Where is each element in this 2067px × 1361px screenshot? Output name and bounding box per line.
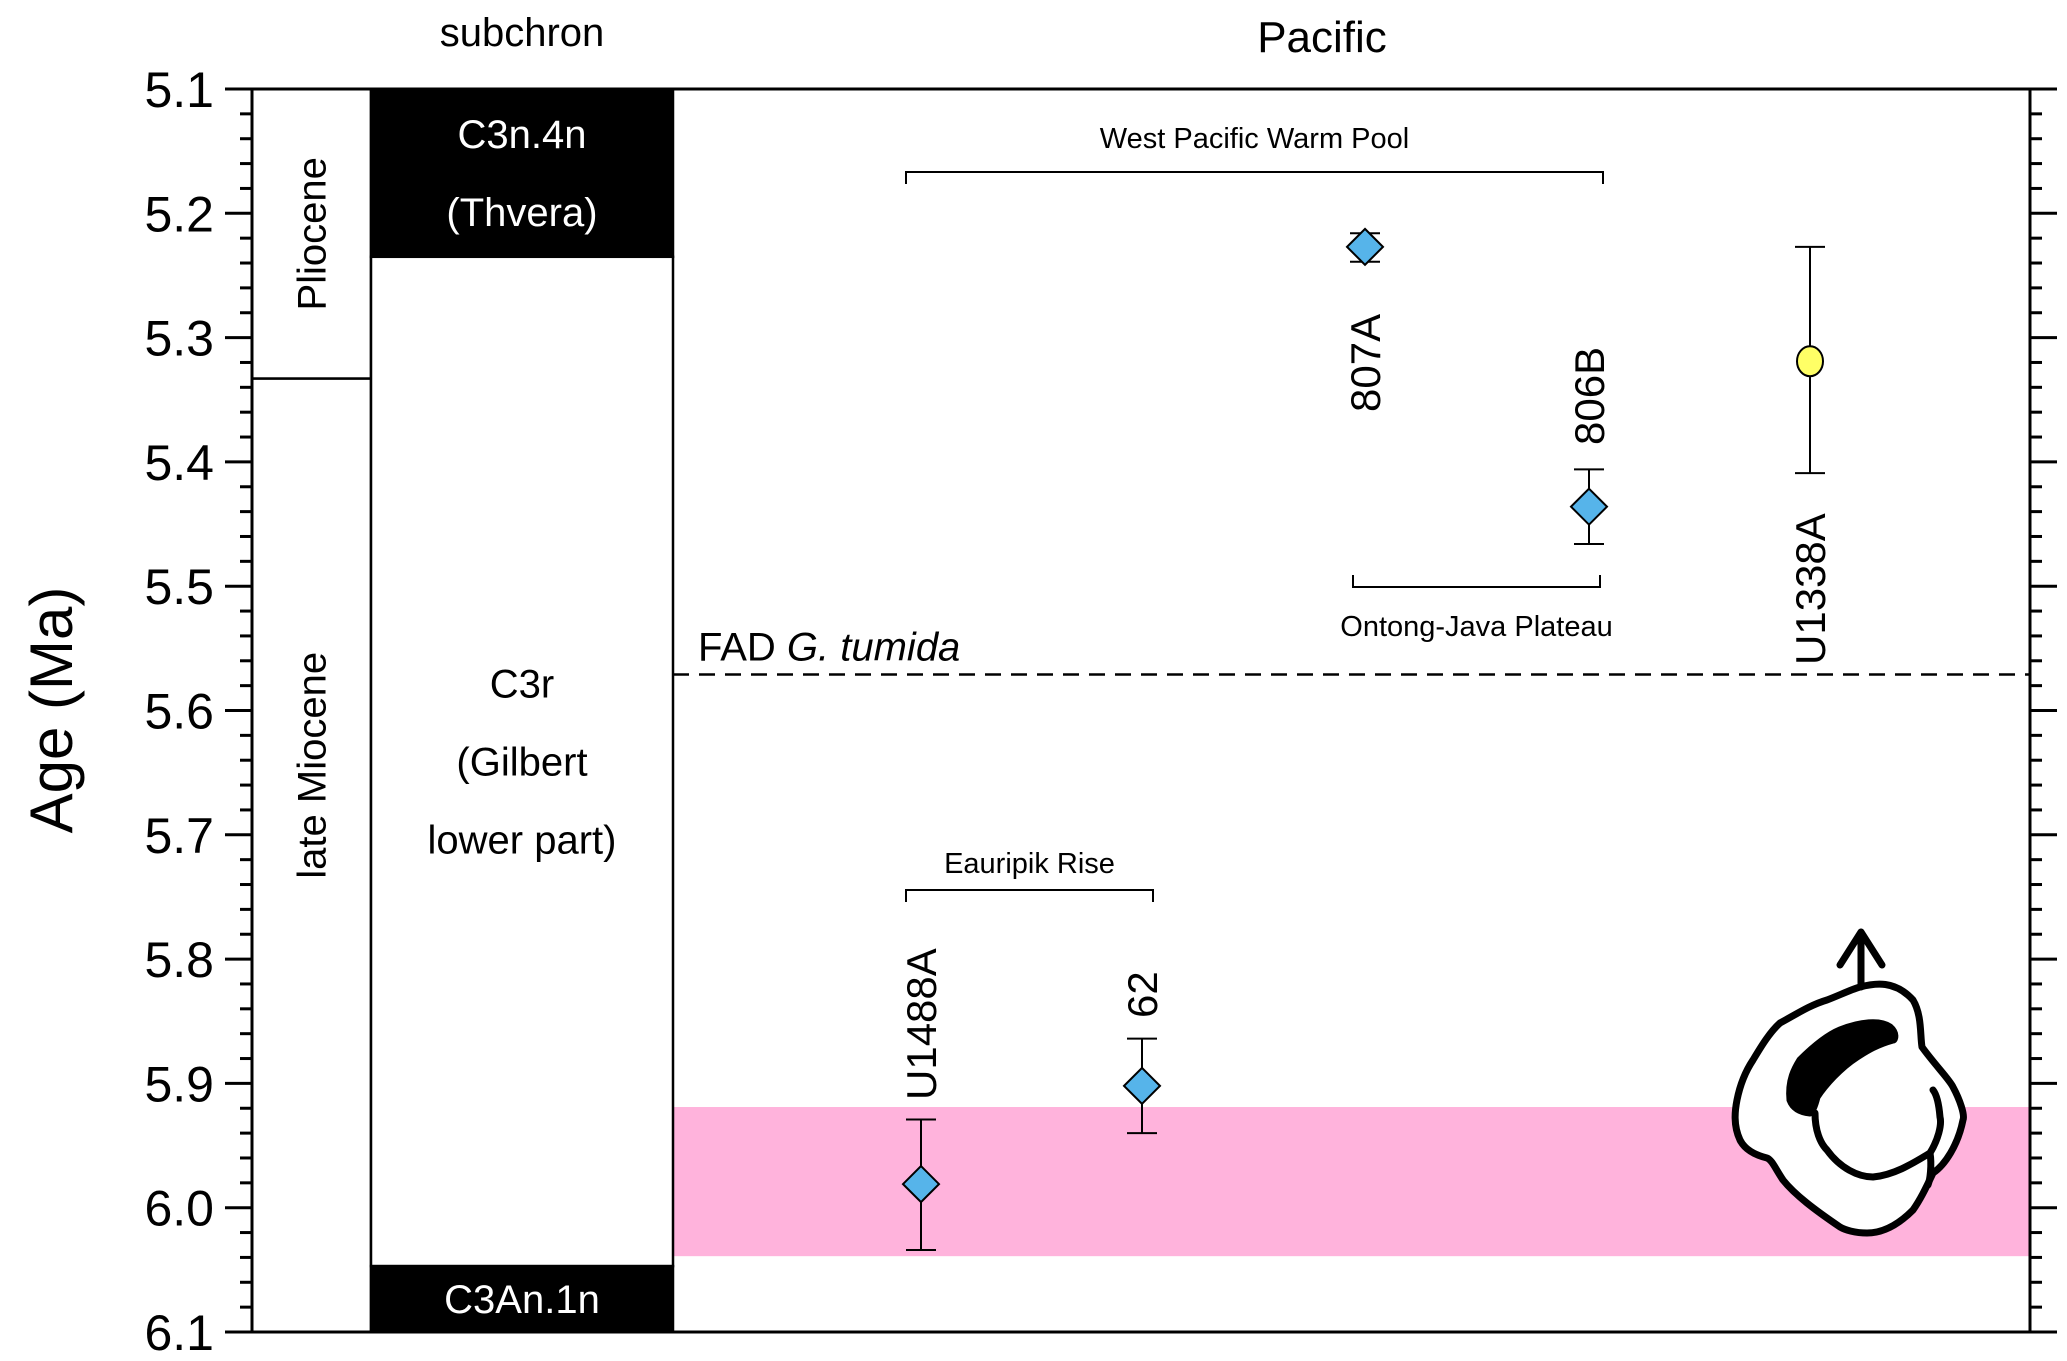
subchron-label: C3r [490,662,554,706]
subchron-title: subchron [440,11,605,55]
y-tick-label: 5.5 [144,559,214,615]
site-label: 62 [1119,971,1166,1018]
y-tick-label: 5.1 [144,62,214,118]
fad-prefix: FAD [698,625,787,669]
group-label: Ontong-Java Plateau [1340,611,1612,643]
chart-title: Pacific [1257,13,1387,62]
data-point-diamond [1569,487,1609,527]
epoch-label: Pliocene [291,157,335,310]
group-bracket [905,889,1154,902]
y-tick-label: 6.0 [144,1181,214,1237]
site-label: U1488A [898,948,945,1100]
y-tick-label: 5.7 [144,808,214,864]
subchron-label: (Gilbert [456,740,587,784]
subchron-label: (Thvera) [446,191,597,235]
foraminifera-icon [1731,928,1967,1237]
y-tick-label: 5.6 [144,684,214,740]
subchron-label: lower part) [428,818,617,862]
data-point-diamond [901,1164,941,1204]
data-point-diamond [1122,1066,1162,1106]
subchron-label: C3n.4n [458,113,587,157]
y-tick-label: 5.8 [144,932,214,988]
group-label: Eauripik Rise [944,848,1115,880]
site-label: 806B [1566,347,1613,445]
site-label: 807A [1342,314,1389,412]
y-axis-title: Age (Ma) [18,587,85,834]
group-bracket [905,171,1604,184]
y-tick-label: 6.1 [144,1305,214,1361]
y-tick-label: 5.2 [144,186,214,242]
epoch-label: late Miocene [291,652,335,879]
fad-label: FAD G. tumida [698,625,960,669]
group-label: West Pacific Warm Pool [1100,123,1409,155]
y-tick-label: 5.9 [144,1056,214,1112]
y-tick-label: 5.3 [144,311,214,367]
site-label: U1338A [1787,513,1834,665]
data-point-circle [1796,345,1824,378]
subchron-box [369,87,675,259]
y-tick-label: 5.4 [144,435,214,491]
fad-taxon: G. tumida [787,625,960,669]
group-bracket [1352,575,1601,588]
data-point-diamond [1345,227,1385,267]
subchron-label: C3An.1n [444,1278,600,1322]
epoch-box [250,87,373,380]
subchron-box [369,255,675,1268]
epoch-box [250,377,373,1334]
